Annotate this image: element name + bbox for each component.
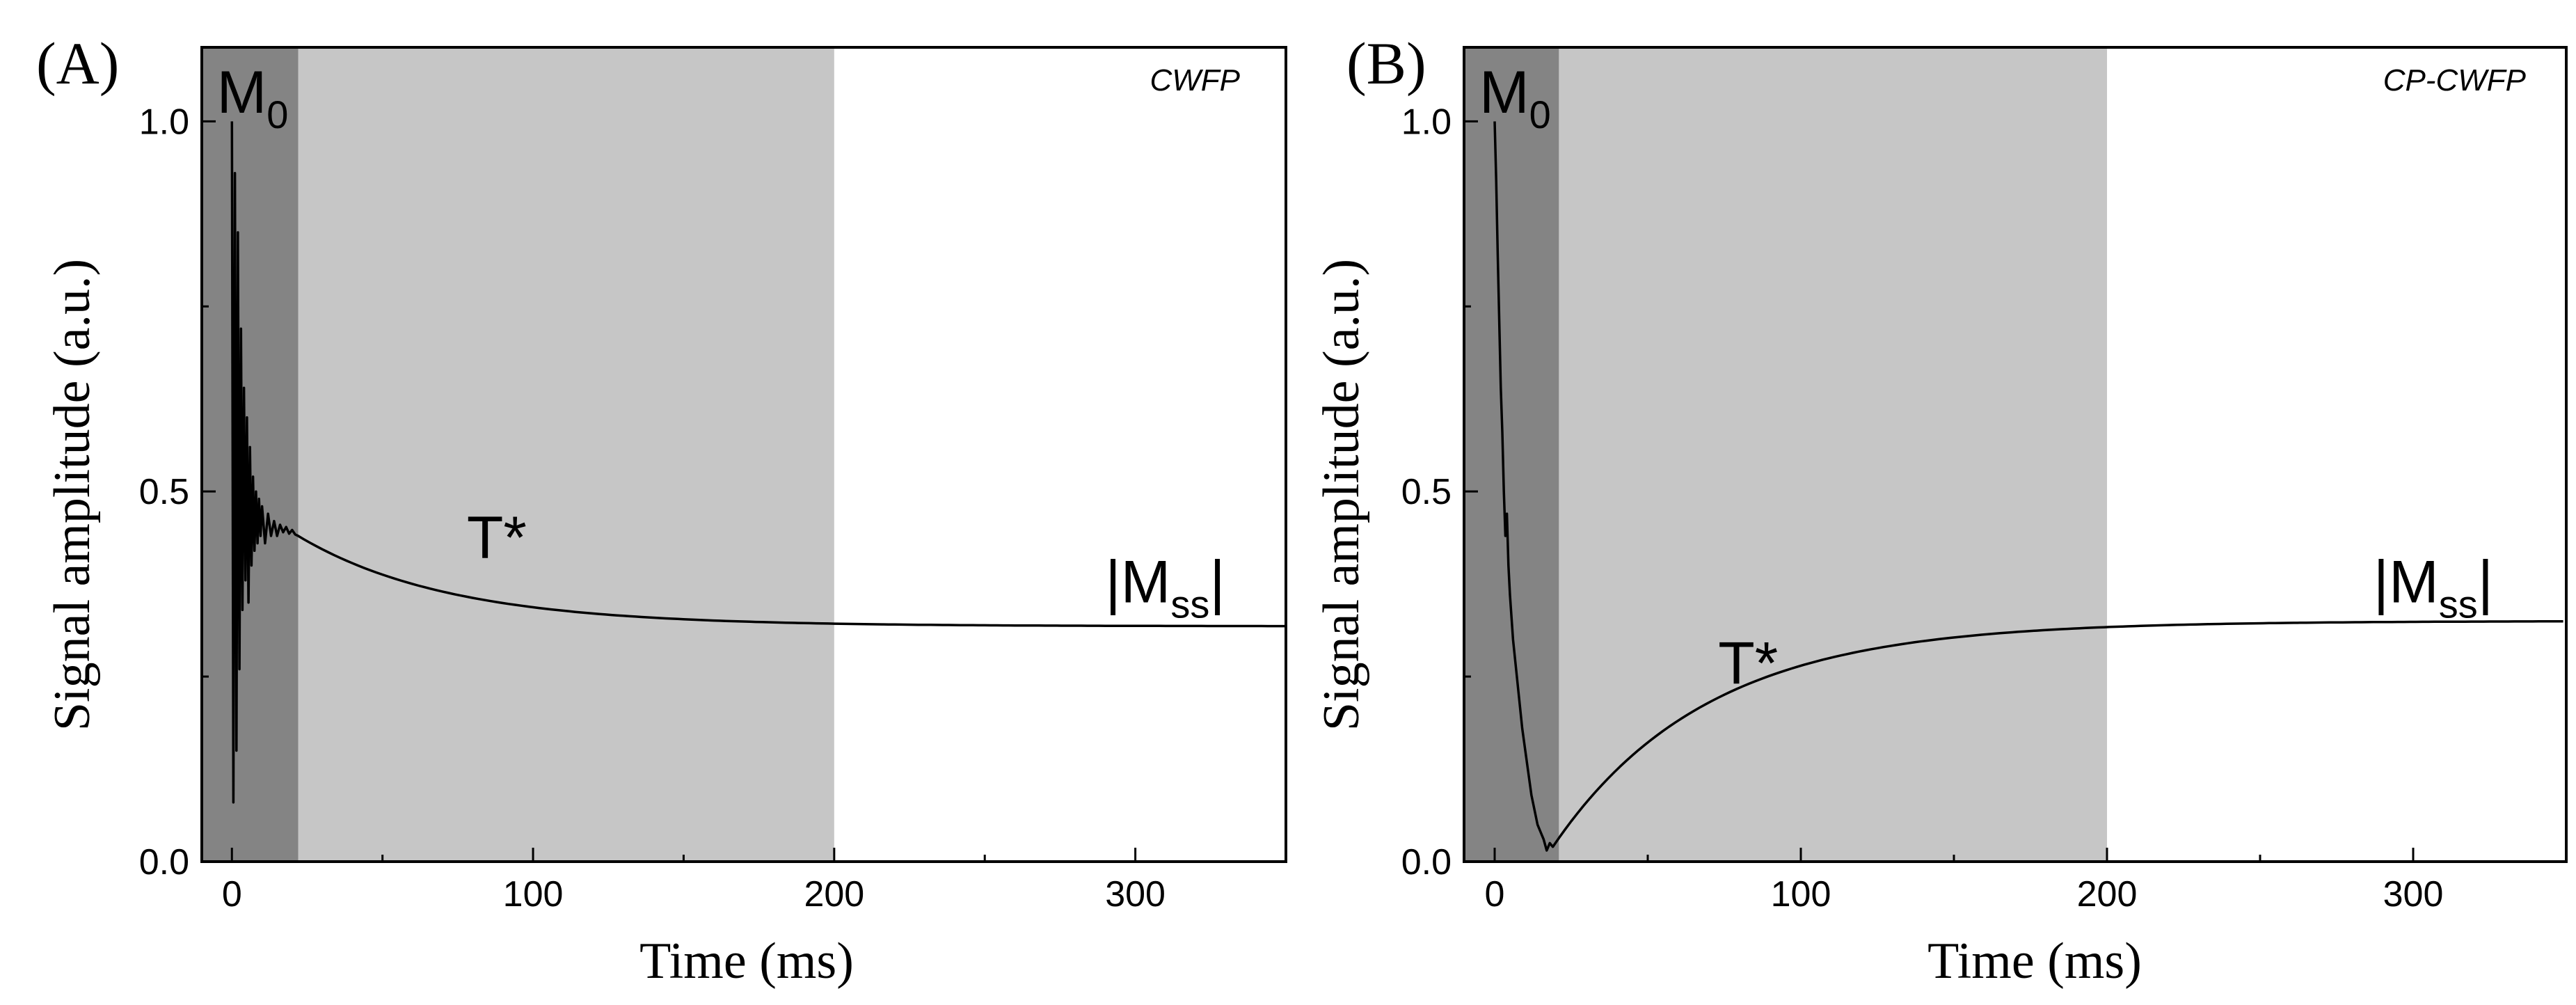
panel-b-x-ticks: 0 100 200 300 [1485,848,2568,915]
panel-b-x-tick-label-200: 200 [2077,874,2138,915]
panel-b-label: (B) [1346,30,1426,97]
panel-b-region-m0 [1464,47,1559,862]
panel-b-y-tick-label-0: 0.0 [1401,842,1452,883]
panel-b-y-tick-label-1: 0.5 [1401,472,1452,512]
panel-a-tstar-annotation: T* [467,505,527,571]
panel-b-x-tick-label-300: 300 [2383,874,2444,915]
panel-b-y-tick-label-2: 1.0 [1401,102,1452,142]
panel-a-x-tick-label-200: 200 [804,874,864,915]
panel-a-y-tick-label-0: 0.0 [139,842,189,883]
panel-a-y-axis-title: Signal amplitude (a.u.) [44,259,101,731]
panel-a-plot-frame [200,46,1287,863]
panel-b-mss-annotation: |Mss| [2374,549,2493,626]
panel-b-y-ticks: 0.0 0.5 1.0 [1401,102,1478,883]
panel-a-region-tstar [298,47,834,862]
panel-a-y-tick-label-2: 1.0 [139,102,189,142]
panel-b-x-axis-title: Time (ms) [1927,933,2142,990]
panel-a-y-ticks: 0.0 0.5 1.0 [139,102,216,883]
panel-a-method-label: CWFP [1150,63,1240,97]
panel-b-signal-curve [1493,121,2563,852]
panel-a-x-ticks: 0 100 200 300 [222,848,1287,915]
panel-b-region-tstar [1559,47,2107,862]
panel-b-x-tick-label-0: 0 [1485,874,1505,915]
panel-a-m0-annotation: M0 [217,59,289,136]
panel-b-tstar-annotation: T* [1718,631,1778,697]
panel-b-plot-frame [1463,46,2568,863]
panel-a-x-axis-title: Time (ms) [639,933,854,990]
panel-a-mss-annotation: |Mss| [1105,549,1225,626]
panel-a-y-tick-label-1: 0.5 [139,472,189,512]
panel-a-label: (A) [36,30,119,97]
panel-b-m0-annotation: M0 [1479,59,1551,136]
panel-a-x-tick-label-0: 0 [222,874,242,915]
panel-b: 0 100 200 300 0.0 0.5 1.0 (B) CP-CWFP Time (m… [1313,30,2568,990]
panel-a-x-tick-label-100: 100 [503,874,564,915]
panel-b-x-tick-label-100: 100 [1771,874,1831,915]
panel-a-x-tick-label-300: 300 [1105,874,1166,915]
panel-b-method-label: CP-CWFP [2383,63,2527,97]
panel-b-y-axis-title: Signal amplitude (a.u.) [1313,259,1370,731]
panel-a-signal-curve [230,121,1286,804]
panel-a: 0 100 200 300 0.00.51.0 (A) CWFP Time (ms) … [36,30,1287,990]
